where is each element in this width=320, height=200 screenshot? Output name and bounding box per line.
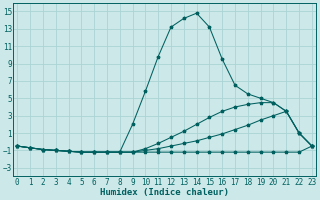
X-axis label: Humidex (Indice chaleur): Humidex (Indice chaleur): [100, 188, 229, 197]
